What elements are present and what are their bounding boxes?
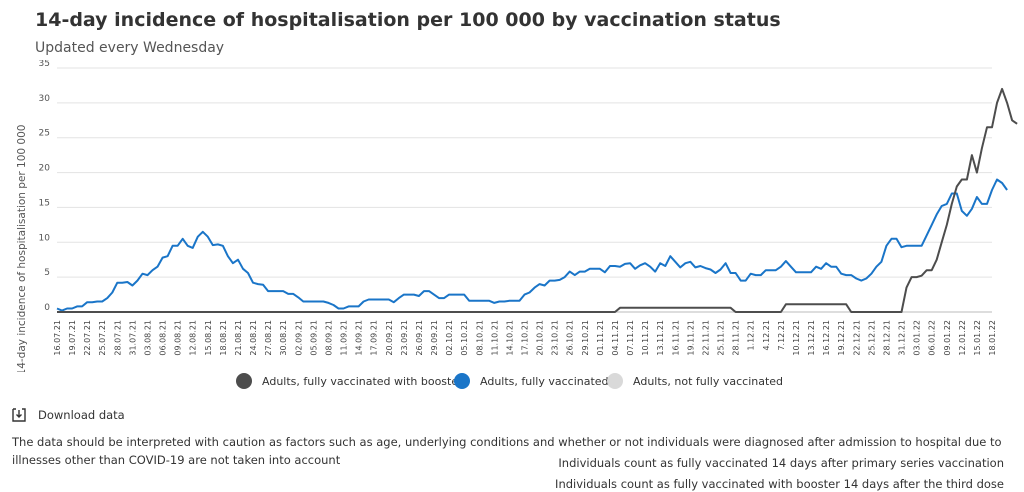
x-tick-label: 15.01.22 [973,320,982,356]
x-tick-label: 24.08.21 [249,320,258,356]
x-tick-label: 16.11.21 [671,320,680,356]
chart-title: 14-day incidence of hospitalisation per … [35,9,781,31]
x-tick-label: 11.09.21 [340,320,349,356]
x-tick-label: 12.08.21 [189,320,198,356]
x-tick-label: 05.09.21 [309,320,318,356]
x-tick-label: 25.07.21 [98,320,107,356]
download-data-button[interactable]: Download data [12,408,125,422]
x-tick-label: 26.09.21 [415,320,424,356]
x-tick-label: 29.09.21 [430,320,439,356]
x-tick-label: 04.11.21 [611,320,620,356]
x-tick-label: 22.11.21 [701,320,710,356]
series-lines [56,87,1018,313]
x-tick-label: 08.10.21 [475,320,484,356]
x-tick-label: 26.10.21 [566,320,575,356]
y-tick-label: 25 [39,129,50,139]
y-tick-label: 5 [44,268,50,278]
legend-label-fully-vaccinated: Adults, fully vaccinated [480,374,609,388]
series-line-adults-fully-vaccinated [56,178,1008,312]
x-tick-label: 06.01.22 [928,320,937,356]
x-tick-label: 31.07.21 [128,320,137,356]
legend-dot-fully-vaccinated [454,373,470,389]
y-tick-label: 20 [39,164,51,174]
x-tick-label: 03.01.22 [913,320,922,356]
chart-subtitle: Updated every Wednesday [35,40,225,56]
x-tick-label: 19.07.21 [68,320,77,356]
x-tick-label: 19.12.21 [837,320,846,356]
legend-label-not-fully-vaccinated: Adults, not fully vaccinated [633,374,784,388]
x-axis-ticks: 16.07.21 19.07.21 22.07.21 25.07.21 28.07.21… [53,320,997,356]
x-tick-label: 14.09.21 [355,320,364,356]
line-chart: 0 5 10 15 20 25 30 35 16.07.21 19.07.21 22.07.21 2… [16,60,1018,372]
chart-legend: Adults, fully vaccinated with booster Ad… [0,373,1024,397]
x-tick-label: 03.08.21 [143,320,152,356]
legend-label-booster: Adults, fully vaccinated with booster [262,374,463,388]
x-tick-label: 06.08.21 [159,320,168,356]
x-tick-label: 07.11.21 [626,320,635,356]
x-tick-label: 22.07.21 [83,320,92,356]
x-tick-label: 09.01.22 [943,320,952,356]
x-tick-label: 11.10.21 [490,320,499,356]
x-tick-label: 22.12.21 [852,320,861,356]
x-tick-label: 30.08.21 [279,320,288,356]
x-tick-label: 02.10.21 [445,320,454,356]
x-tick-label: 17.10.21 [521,320,530,356]
caution-note: The data should be interpreted with caut… [12,435,1002,467]
x-tick-label: 23.10.21 [551,320,560,356]
y-tick-label: 35 [39,60,50,69]
x-tick-label: 18.08.21 [219,320,228,356]
legend-dot-booster [236,373,252,389]
legend-dot-not-fully-vaccinated [607,373,623,389]
x-tick-label: 27.08.21 [264,320,273,356]
y-tick-label: 0 [44,303,50,313]
series-line-adults-fully-vaccinated-with-booster [57,87,1018,313]
x-tick-label: 28.11.21 [732,320,741,356]
x-tick-label: 20.10.21 [536,320,545,356]
x-tick-label: 25.11.21 [717,320,726,356]
y-tick-label: 10 [39,233,51,243]
y-axis-ticks: 0 5 10 15 20 25 30 35 [39,60,51,313]
x-tick-label: 02.09.21 [294,320,303,356]
x-tick-label: 25.12.21 [867,320,876,356]
x-tick-label: 19.11.21 [686,320,695,356]
x-tick-label: 12.01.22 [958,320,967,356]
primary-series-note: Individuals count as fully vaccinated 14… [558,456,1004,470]
x-tick-label: 09.08.21 [174,320,183,356]
x-tick-label: 23.09.21 [400,320,409,356]
x-tick-label: 13.11.21 [656,320,665,356]
x-tick-label: 05.10.21 [460,320,469,356]
y-tick-label: 30 [39,94,51,104]
x-tick-label: 31.12.21 [898,320,907,356]
x-tick-label: 18.01.22 [988,320,997,356]
x-tick-label: 1.12.21 [747,320,756,351]
x-tick-label: 7.12.21 [777,320,786,351]
x-tick-label: 13.12.21 [807,320,816,356]
x-tick-label: 14.10.21 [505,320,514,356]
x-tick-label: 16.07.21 [53,320,62,356]
x-tick-label: 01.11.21 [596,320,605,356]
y-axis-label: 14-day incidence of hospitalisation per … [16,125,28,372]
x-tick-label: 29.10.21 [581,320,590,356]
x-tick-label: 20.09.21 [385,320,394,356]
x-tick-label: 17.09.21 [370,320,379,356]
x-tick-label: 10.11.21 [641,320,650,356]
legend-item-fully-vaccinated[interactable]: Adults, fully vaccinated [454,373,609,389]
x-tick-label: 15.08.21 [204,320,213,356]
legend-item-booster[interactable]: Adults, fully vaccinated with booster [236,373,463,389]
x-tick-label: 28.12.21 [882,320,891,356]
download-data-label: Download data [38,408,125,422]
x-tick-label: 28.07.21 [113,320,122,356]
x-tick-label: 16.12.21 [822,320,831,356]
x-tick-label: 21.08.21 [234,320,243,356]
x-tick-label: 10.12.21 [792,320,801,356]
x-tick-label: 4.12.21 [762,320,771,351]
y-tick-label: 15 [39,198,50,208]
x-tick-label: 08.09.21 [324,320,333,356]
booster-note: Individuals count as fully vaccinated wi… [555,477,1004,491]
grid-lines [57,67,992,313]
legend-item-not-fully-vaccinated[interactable]: Adults, not fully vaccinated [607,373,783,389]
download-icon [12,408,26,422]
